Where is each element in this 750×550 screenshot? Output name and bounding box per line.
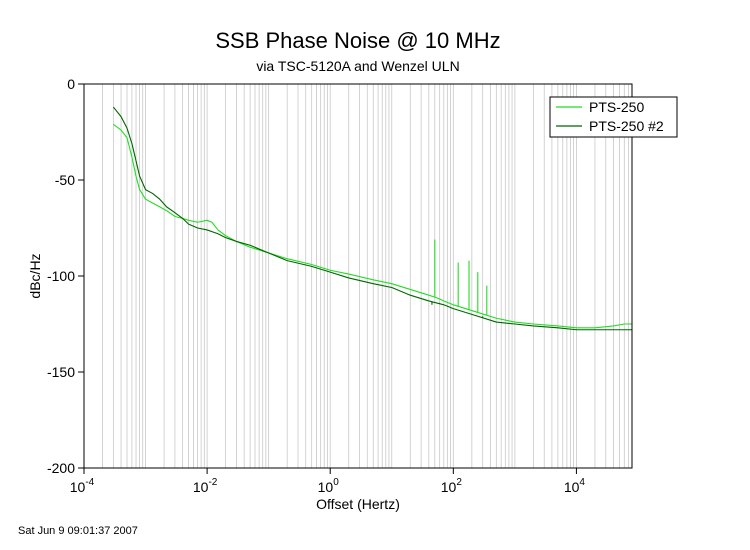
legend-label-pts-250: PTS-250	[589, 99, 644, 115]
y-tick-label: -50	[55, 172, 75, 188]
y-tick-label: -200	[47, 460, 75, 476]
timestamp: Sat Jun 9 09:01:37 2007	[18, 525, 138, 537]
y-axis: 0 -50 -100 -150 -200	[47, 76, 84, 476]
series-line-pts-250-2	[112, 106, 632, 331]
chart-subtitle: via TSC-5120A and Wenzel ULN	[256, 58, 459, 74]
legend-label-pts-250-2: PTS-250 #2	[589, 118, 664, 134]
x-axis-label: Offset (Hertz)	[316, 496, 400, 512]
grid-lines	[102, 84, 629, 468]
y-tick-label: 0	[67, 76, 75, 92]
legend-box	[549, 96, 678, 138]
series-group	[112, 106, 632, 331]
legend: PTS-250 PTS-250 #2	[549, 96, 678, 138]
y-axis-label: dBc/Hz	[27, 253, 43, 298]
y-tick-label: -150	[47, 364, 75, 380]
x-tick-label: 10-2	[193, 477, 218, 495]
y-tick-label: -100	[47, 268, 75, 284]
x-tick-label: 104	[564, 477, 586, 495]
chart-title: SSB Phase Noise @ 10 MHz	[215, 28, 500, 53]
x-tick-label: 102	[441, 477, 463, 495]
series-line-pts-250	[113, 123, 632, 329]
x-tick-label: 100	[318, 477, 340, 495]
x-tick-label: 10-4	[70, 477, 95, 495]
x-axis: 10-4 10-2 100 102 104	[70, 468, 586, 495]
